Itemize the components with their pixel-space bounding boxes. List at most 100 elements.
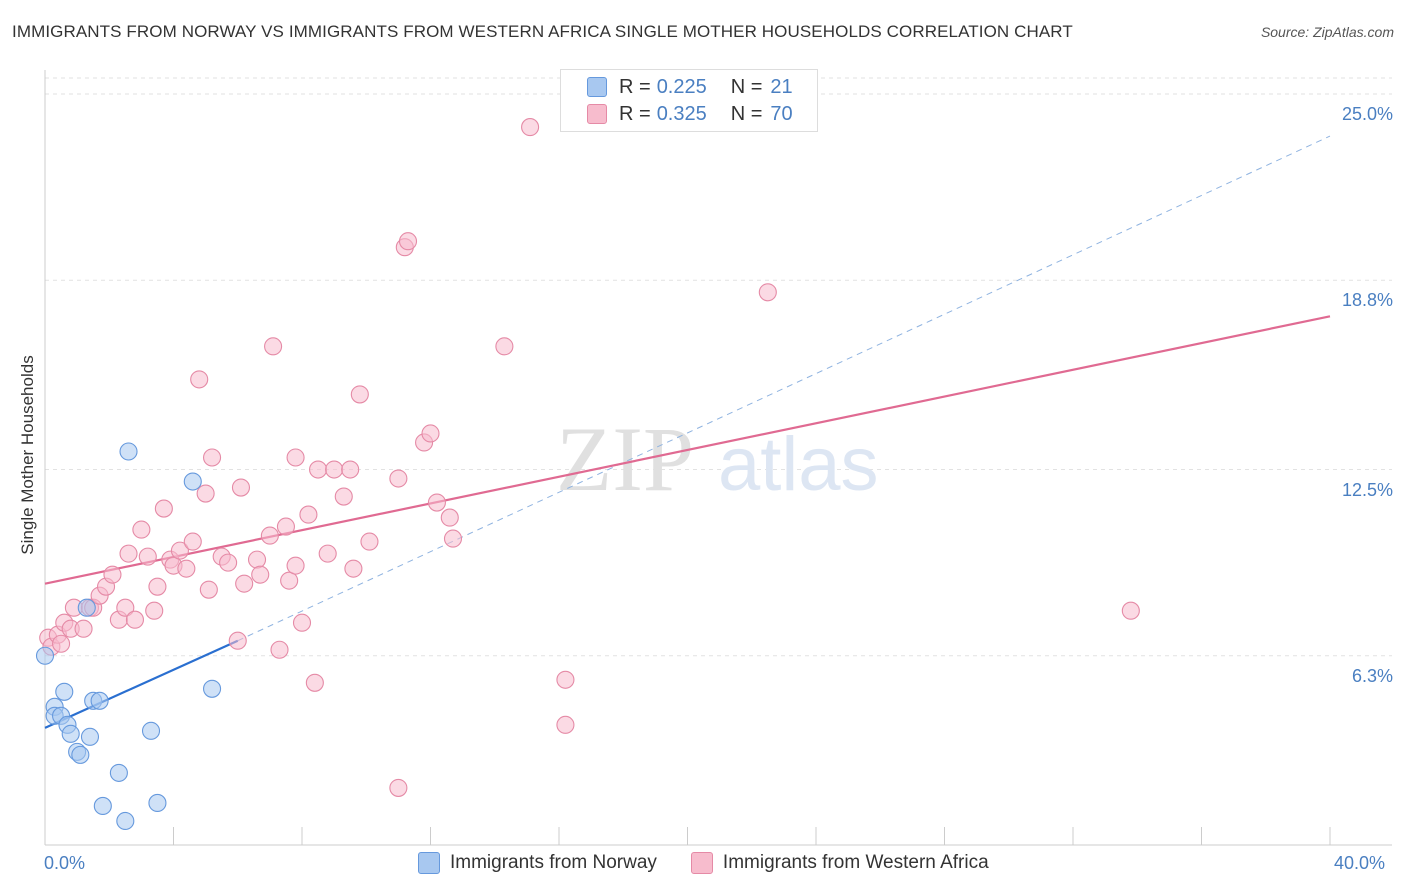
point-western-africa bbox=[170, 541, 189, 560]
y-axis-title: Single Mother Households bbox=[18, 355, 37, 555]
point-western-africa bbox=[1121, 601, 1140, 620]
y-tick-label: 25.0% bbox=[1341, 104, 1393, 125]
legend-label-western-africa: Immigrants from Western Africa bbox=[722, 852, 989, 873]
point-western-africa bbox=[334, 487, 353, 506]
point-western-africa bbox=[758, 283, 777, 302]
point-western-africa bbox=[280, 571, 299, 590]
n-label: N = bbox=[730, 75, 763, 98]
gridlines bbox=[45, 77, 1392, 657]
point-western-africa bbox=[443, 529, 463, 548]
source-label: Source: ZipAtlas.com bbox=[1260, 24, 1394, 40]
legend-swatch-western-africa bbox=[690, 852, 713, 874]
point-western-africa bbox=[154, 499, 173, 518]
point-western-africa bbox=[421, 424, 440, 443]
point-western-africa bbox=[145, 601, 164, 620]
point-western-africa bbox=[228, 631, 247, 650]
point-western-africa bbox=[235, 574, 254, 593]
point-norway bbox=[77, 598, 96, 617]
point-western-africa bbox=[556, 670, 575, 689]
point-norway bbox=[148, 793, 167, 812]
point-western-africa bbox=[183, 532, 202, 551]
point-western-africa bbox=[286, 556, 305, 575]
point-norway bbox=[116, 811, 135, 831]
point-western-africa bbox=[103, 565, 122, 584]
series-legend: Immigrants from Norway Immigrants from W… bbox=[418, 852, 1023, 874]
point-western-africa bbox=[305, 673, 324, 692]
point-western-africa bbox=[350, 385, 369, 404]
point-western-africa bbox=[52, 634, 71, 653]
point-western-africa bbox=[190, 370, 209, 389]
n-label: N = bbox=[730, 102, 763, 125]
point-western-africa bbox=[521, 118, 540, 137]
point-western-africa bbox=[251, 565, 270, 584]
point-western-africa bbox=[495, 337, 514, 356]
legend-item-norway[interactable]: Immigrants from Norway bbox=[418, 852, 657, 874]
point-western-africa bbox=[344, 559, 363, 578]
point-western-africa bbox=[247, 550, 267, 569]
point-western-africa bbox=[325, 460, 344, 479]
point-western-africa bbox=[270, 640, 289, 659]
trend-line-extension bbox=[237, 135, 1331, 642]
point-western-africa bbox=[299, 505, 318, 524]
point-western-africa bbox=[286, 448, 305, 467]
legend-row-western-africa: R = 0.325 N = 70 bbox=[587, 102, 793, 126]
legend-item-western-africa[interactable]: Immigrants from Western Africa bbox=[690, 852, 989, 874]
point-western-africa bbox=[231, 478, 251, 497]
chart-title: IMMIGRANTS FROM NORWAY VS IMMIGRANTS FRO… bbox=[12, 22, 1073, 41]
r-value: 0.225 bbox=[656, 75, 707, 98]
point-norway bbox=[55, 682, 74, 701]
point-western-africa bbox=[132, 520, 151, 539]
legend-swatch-western-africa bbox=[587, 104, 607, 124]
point-western-africa bbox=[398, 232, 418, 251]
point-norway bbox=[183, 472, 202, 491]
r-label: R = bbox=[619, 75, 651, 98]
point-western-africa bbox=[219, 553, 238, 572]
data-points bbox=[35, 118, 1140, 831]
legend-swatch-norway bbox=[418, 852, 440, 874]
point-norway bbox=[119, 442, 138, 461]
point-western-africa bbox=[116, 598, 135, 617]
y-tick-label: 12.5% bbox=[1341, 479, 1393, 500]
point-western-africa bbox=[292, 613, 312, 632]
x-max-label: 40.0% bbox=[1334, 853, 1386, 873]
point-western-africa bbox=[276, 517, 295, 536]
point-western-africa bbox=[309, 460, 328, 479]
watermark-zip: ZIP bbox=[556, 408, 694, 510]
correlation-legend: R = 0.225 N = 21 R = 0.325 N = 70 bbox=[560, 69, 818, 132]
point-western-africa bbox=[138, 547, 157, 566]
point-norway bbox=[35, 646, 55, 665]
point-norway bbox=[109, 763, 128, 782]
point-western-africa bbox=[74, 619, 93, 638]
legend-label-norway: Immigrants from Norway bbox=[450, 852, 657, 873]
point-norway bbox=[93, 796, 112, 815]
point-western-africa bbox=[177, 559, 196, 578]
point-western-africa bbox=[125, 610, 144, 629]
axes bbox=[44, 70, 1392, 846]
point-western-africa bbox=[427, 493, 446, 512]
trend-line-western-africa bbox=[44, 315, 1331, 585]
trend-lines bbox=[44, 135, 1331, 729]
n-value: 70 bbox=[770, 102, 793, 125]
point-western-africa bbox=[389, 778, 408, 797]
point-western-africa bbox=[203, 448, 222, 467]
y-tick-label: 6.3% bbox=[1351, 665, 1393, 686]
point-norway bbox=[203, 679, 222, 698]
point-western-africa bbox=[556, 715, 575, 734]
legend-row-norway: R = 0.225 N = 21 bbox=[587, 75, 793, 99]
point-western-africa bbox=[360, 532, 379, 551]
trend-line-norway bbox=[44, 639, 239, 729]
point-western-africa bbox=[260, 526, 279, 545]
point-western-africa bbox=[440, 508, 459, 527]
point-norway bbox=[80, 727, 100, 746]
point-norway bbox=[71, 745, 90, 764]
watermark: ZIP atlas bbox=[556, 408, 879, 510]
y-tick-label: 18.8% bbox=[1341, 290, 1393, 311]
point-norway bbox=[141, 721, 161, 740]
point-western-africa bbox=[264, 337, 283, 356]
point-western-africa bbox=[318, 544, 337, 563]
watermark-atlas: atlas bbox=[718, 422, 879, 507]
x-min-label: 0.0% bbox=[44, 853, 86, 873]
point-norway bbox=[61, 724, 80, 743]
r-value: 0.325 bbox=[656, 102, 707, 125]
